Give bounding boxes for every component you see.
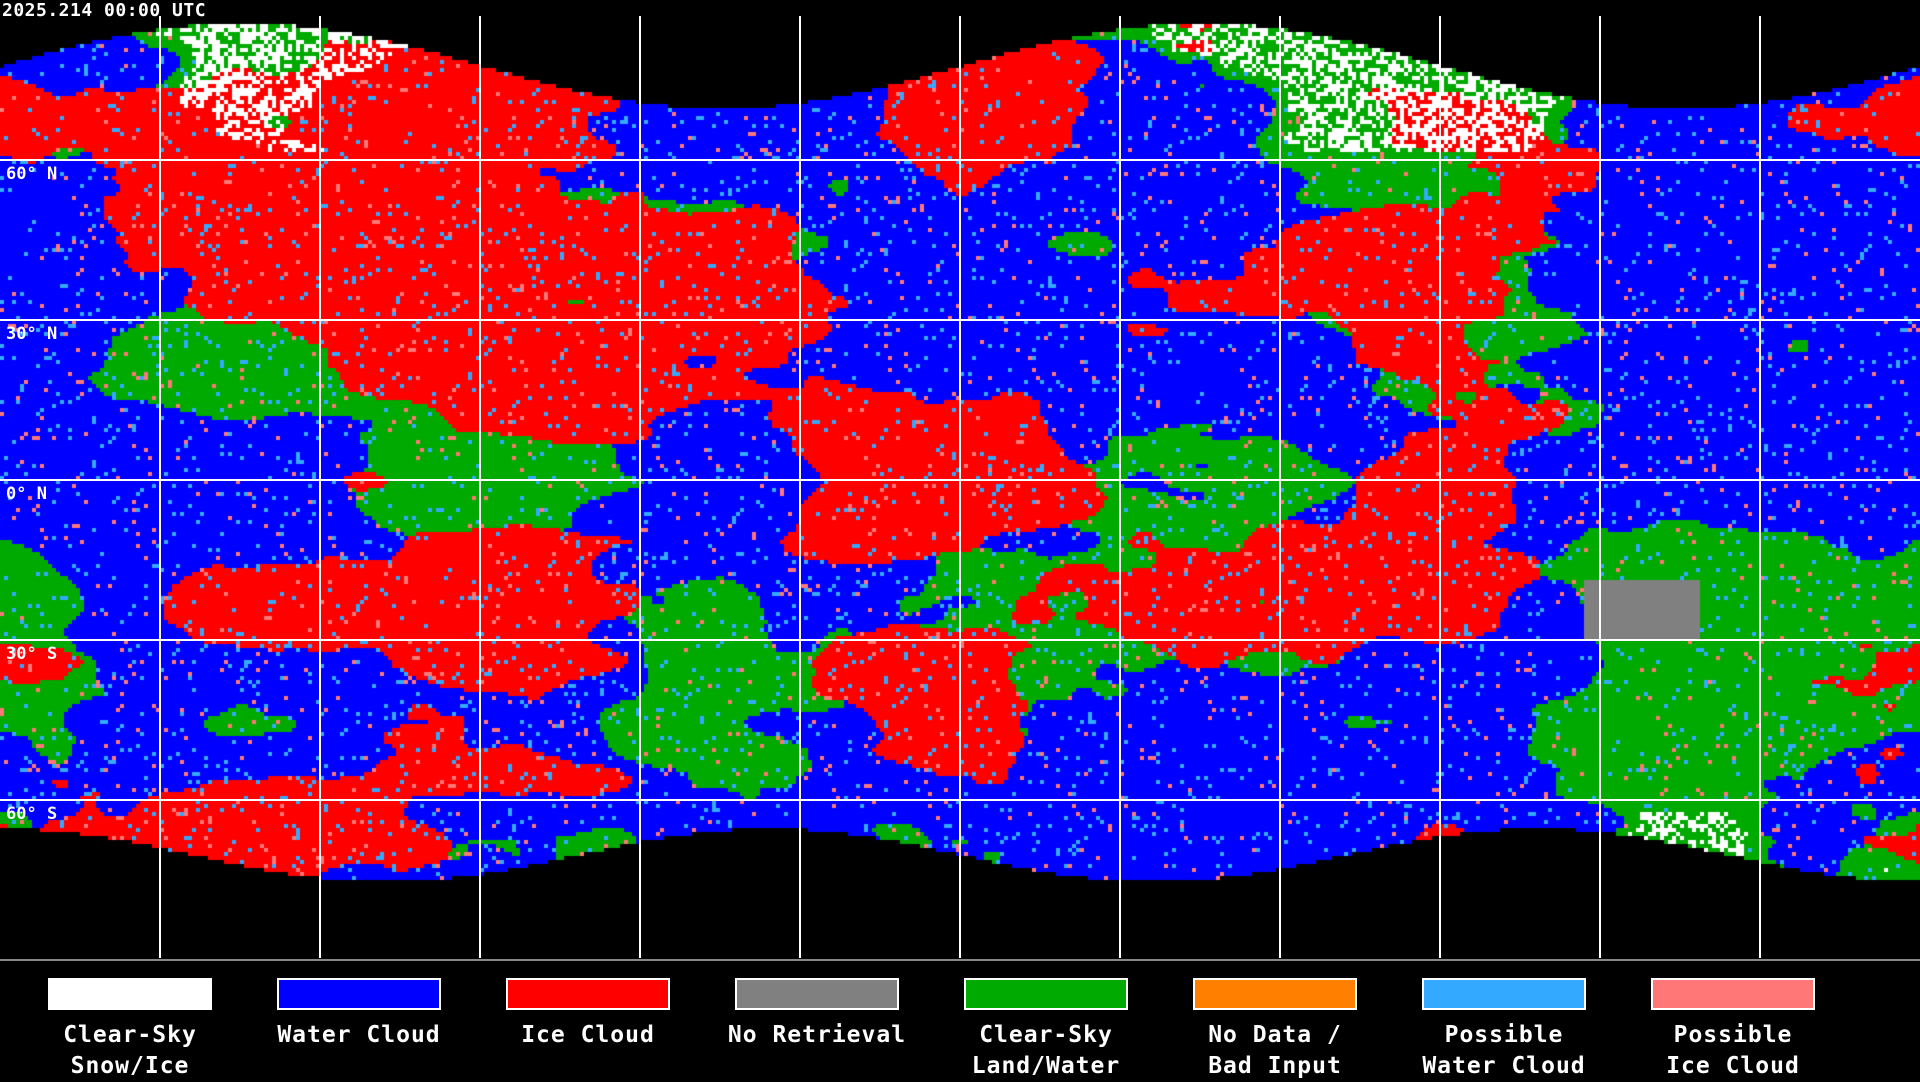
lat-label-30s: 30° S: [6, 644, 58, 664]
legend-label: No Retrieval: [727, 1022, 907, 1048]
legend-swatch: [1651, 978, 1815, 1010]
timestamp: 2025.214 00:00 UTC: [2, 0, 207, 21]
meridian-line: [1599, 16, 1601, 958]
lat-label-60s: 60° S: [6, 804, 58, 824]
legend-item: No Retrieval: [702, 978, 932, 1051]
legend-swatch: [48, 978, 212, 1010]
lat-label-30n: 30° N: [6, 324, 58, 344]
parallel-line: [0, 479, 1920, 481]
legend-label: Clear-Sky Snow/Ice: [63, 1022, 197, 1079]
legend-swatch: [735, 978, 899, 1010]
divider: [0, 959, 1920, 961]
legend-label: Possible Water Cloud: [1422, 1022, 1586, 1079]
lat-label-60n: 60° N: [6, 164, 58, 184]
meridian-line: [1759, 16, 1761, 958]
parallel-line: [0, 319, 1920, 321]
legend-label: No Data / Bad Input: [1208, 1022, 1342, 1079]
meridian-line: [159, 16, 161, 958]
parallel-line: [0, 639, 1920, 641]
meridian-line: [639, 16, 641, 958]
legend-swatch: [1422, 978, 1586, 1010]
legend-item: Water Cloud: [244, 978, 474, 1051]
lat-label-0n: 0° N: [6, 484, 47, 504]
cloud-phase-map: 60° N 30° N 0° N 30° S 60° S 2025.214 00…: [0, 0, 1920, 960]
legend-swatch: [1193, 978, 1357, 1010]
meridian-line: [1439, 16, 1441, 958]
legend-label: Water Cloud: [277, 1022, 441, 1048]
legend-swatch: [506, 978, 670, 1010]
meridian-line: [959, 16, 961, 958]
parallel-line: [0, 159, 1920, 161]
legend-swatch: [964, 978, 1128, 1010]
legend-swatch: [277, 978, 441, 1010]
legend-label: Clear-Sky Land/Water: [971, 1022, 1121, 1079]
legend-item: Clear-Sky Land/Water: [931, 978, 1161, 1082]
legend-label: Possible Ice Cloud: [1666, 1022, 1800, 1079]
meridian-line: [479, 16, 481, 958]
legend-label: Ice Cloud: [521, 1022, 655, 1048]
legend-item: Possible Ice Cloud: [1618, 978, 1848, 1082]
parallel-line: [0, 799, 1920, 801]
legend-item: Possible Water Cloud: [1389, 978, 1619, 1082]
meridian-line: [319, 16, 321, 958]
meridian-line: [799, 16, 801, 958]
legend: Clear-Sky Snow/Ice Water Cloud Ice Cloud …: [0, 961, 1920, 1080]
legend-item: No Data / Bad Input: [1160, 978, 1390, 1082]
meridian-line: [1119, 16, 1121, 958]
legend-item: Ice Cloud: [473, 978, 703, 1051]
meridian-line: [1279, 16, 1281, 958]
legend-item: Clear-Sky Snow/Ice: [15, 978, 245, 1082]
